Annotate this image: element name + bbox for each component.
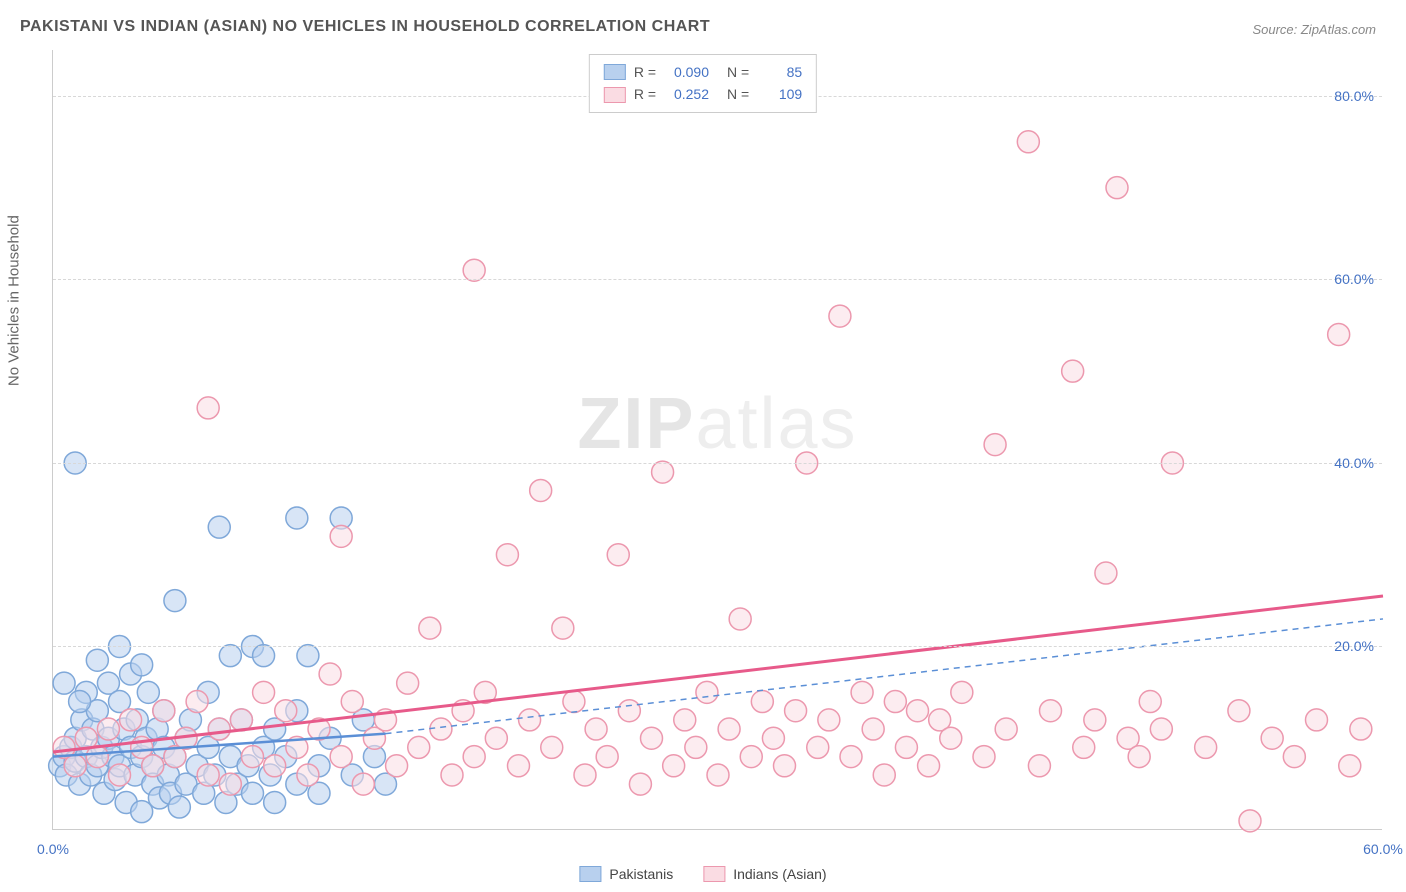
legend-swatch-2 — [703, 866, 725, 882]
gridline — [53, 279, 1382, 280]
legend-label-1: Pakistanis — [609, 866, 673, 882]
x-tick-label: 60.0% — [1363, 841, 1403, 857]
chart-title: PAKISTANI VS INDIAN (ASIAN) NO VEHICLES … — [20, 18, 710, 36]
stats-r-label: R = — [634, 61, 656, 83]
y-tick-label: 80.0% — [1334, 88, 1374, 104]
bottom-legend: Pakistanis Indians (Asian) — [579, 866, 826, 882]
stats-n-label: N = — [727, 61, 749, 83]
stats-r-value-2: 0.252 — [664, 83, 709, 105]
legend-item-2: Indians (Asian) — [703, 866, 826, 882]
legend-item-1: Pakistanis — [579, 866, 673, 882]
stats-n-value-2: 109 — [757, 83, 802, 105]
source-attribution: Source: ZipAtlas.com — [1252, 22, 1376, 37]
gridline — [53, 463, 1382, 464]
correlation-stats-box: R = 0.090 N = 85 R = 0.252 N = 109 — [589, 54, 817, 113]
y-axis-label: No Vehicles in Household — [6, 215, 23, 386]
y-tick-label: 20.0% — [1334, 638, 1374, 654]
chart-plot-area: ZIPatlas 20.0%40.0%60.0%80.0%0.0%60.0% — [52, 50, 1382, 830]
swatch-series1 — [604, 64, 626, 80]
stats-row-series1: R = 0.090 N = 85 — [604, 61, 802, 83]
scatter-svg — [53, 50, 1382, 829]
y-tick-label: 40.0% — [1334, 455, 1374, 471]
x-tick-label: 0.0% — [37, 841, 69, 857]
legend-label-2: Indians (Asian) — [733, 866, 826, 882]
stats-row-series2: R = 0.252 N = 109 — [604, 83, 802, 105]
legend-swatch-1 — [579, 866, 601, 882]
stats-r-value-1: 0.090 — [664, 61, 709, 83]
y-tick-label: 60.0% — [1334, 271, 1374, 287]
stats-r-label: R = — [634, 83, 656, 105]
swatch-series2 — [604, 87, 626, 103]
stats-n-value-1: 85 — [757, 61, 802, 83]
gridline — [53, 646, 1382, 647]
stats-n-label: N = — [727, 83, 749, 105]
